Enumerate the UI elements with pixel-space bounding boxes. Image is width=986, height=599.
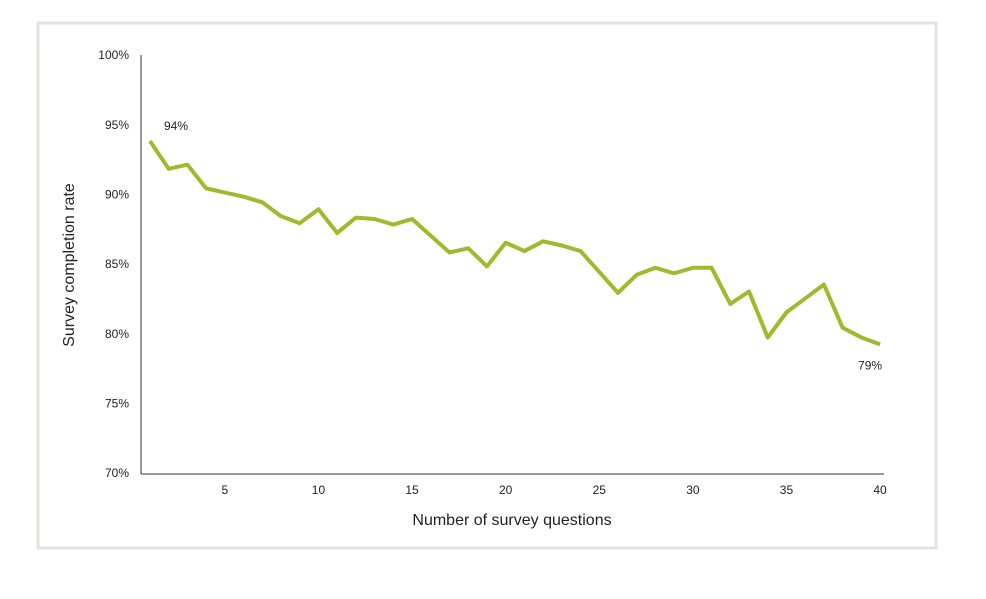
frame	[36, 21, 938, 550]
data-label: 79%	[858, 359, 882, 373]
y-tick-label: 80%	[105, 327, 129, 341]
x-tick-label: 30	[686, 483, 700, 497]
y-tick-label: 95%	[105, 118, 129, 132]
line	[148, 139, 881, 347]
x-tick-label: 20	[499, 483, 513, 497]
x-tick-label: 5	[222, 483, 229, 497]
y-tick-label: 85%	[105, 257, 129, 271]
y-axis-title: Survey completion rate	[61, 183, 78, 347]
y-tick-label: 100%	[98, 48, 129, 62]
y-tick-label: 75%	[105, 397, 129, 411]
x-tick-label: 10	[312, 483, 326, 497]
x-tick-label: 25	[593, 483, 607, 497]
y-tick-label: 90%	[105, 188, 129, 202]
x-axis-title: Number of survey questions	[412, 512, 611, 529]
x-tick-label: 35	[780, 483, 794, 497]
data-label: 94%	[164, 119, 188, 133]
x-tick-label: 15	[405, 483, 419, 497]
y-tick-label: 70%	[105, 466, 129, 480]
x-tick-label: 40	[873, 483, 887, 497]
